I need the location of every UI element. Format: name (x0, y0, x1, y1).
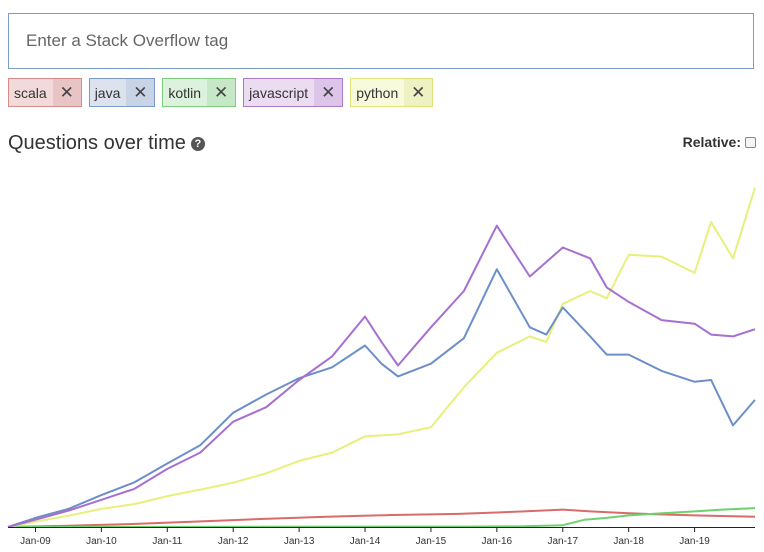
relative-checkbox[interactable] (745, 136, 756, 148)
remove-tag-java-icon[interactable]: ✕ (126, 79, 155, 106)
tag-chip-scala: scala ✕ (8, 78, 82, 107)
x-tick-label: Jan-18 (613, 536, 644, 547)
x-tick-label: Jan-19 (679, 536, 710, 547)
tag-search-input[interactable] (8, 13, 754, 69)
x-tick-label: Jan-15 (416, 536, 447, 547)
page-title: Questions over time (8, 132, 186, 154)
chart-heading: Questions over time ? (8, 132, 205, 155)
tag-chip-java: java ✕ (88, 78, 156, 107)
tag-chip-javascript: javascript ✕ (243, 78, 344, 107)
x-tick-label: Jan-10 (86, 536, 117, 547)
tag-chip-kotlin: kotlin ✕ (162, 78, 237, 107)
x-tick-label: Jan-14 (350, 536, 381, 547)
series-line-javascript (7, 224, 756, 528)
relative-toggle[interactable]: Relative: (683, 134, 756, 150)
remove-tag-scala-icon[interactable]: ✕ (52, 79, 81, 106)
x-tick-label: Jan-17 (547, 536, 578, 547)
tag-label: scala (14, 84, 47, 101)
series-line-kotlin (7, 507, 756, 528)
series-line-python (7, 187, 756, 528)
x-tick-label: Jan-16 (482, 536, 513, 547)
x-tick-label: Jan-09 (20, 536, 51, 547)
x-tick-label: Jan-12 (218, 536, 249, 547)
remove-tag-javascript-icon[interactable]: ✕ (314, 79, 343, 106)
x-tick-label: Jan-13 (284, 536, 315, 547)
tag-list: scala ✕ java ✕ kotlin ✕ javascript ✕ python ✕ (8, 78, 434, 108)
tag-label: javascript (249, 84, 309, 101)
question-circle-icon[interactable]: ? (190, 136, 205, 151)
tag-label: kotlin (168, 84, 202, 101)
tag-chip-python: python ✕ (350, 78, 434, 107)
series-line-scala (7, 508, 756, 528)
questions-over-time-chart: Jan-09 Jan-10 Jan-11 Jan-12 Jan-13 Jan-14 Jan-… (7, 187, 756, 547)
tag-label: java (94, 84, 121, 101)
relative-label: Relative: (682, 134, 741, 150)
remove-tag-python-icon[interactable]: ✕ (404, 79, 433, 106)
remove-tag-kotlin-icon[interactable]: ✕ (207, 79, 236, 106)
x-tick-label: Jan-11 (152, 536, 182, 547)
tag-label: python (356, 84, 399, 101)
series-line-java (7, 268, 756, 528)
